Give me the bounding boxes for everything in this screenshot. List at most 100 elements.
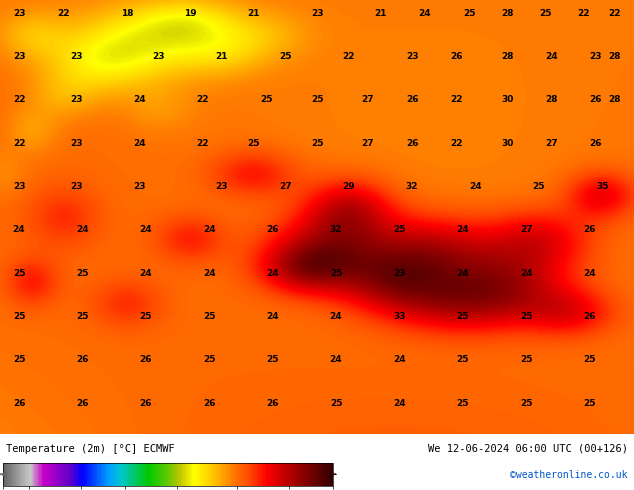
Text: 22: 22 <box>342 52 355 61</box>
Text: 25: 25 <box>456 355 469 365</box>
Text: ©weatheronline.co.uk: ©weatheronline.co.uk <box>510 470 628 480</box>
Text: 22: 22 <box>577 8 590 18</box>
Text: 22: 22 <box>609 8 621 18</box>
Text: 22: 22 <box>13 95 25 104</box>
Text: 26: 26 <box>139 355 152 365</box>
Text: 26: 26 <box>76 399 89 408</box>
Text: 25: 25 <box>13 269 25 278</box>
Text: 25: 25 <box>463 8 476 18</box>
Text: 28: 28 <box>609 52 621 61</box>
Text: 23: 23 <box>406 52 418 61</box>
Text: 24: 24 <box>133 139 146 147</box>
Text: 25: 25 <box>520 399 533 408</box>
Text: 25: 25 <box>583 355 596 365</box>
Text: 26: 26 <box>583 312 596 321</box>
Text: 22: 22 <box>450 139 463 147</box>
Text: 23: 23 <box>13 182 25 191</box>
Text: 26: 26 <box>266 225 279 234</box>
Text: 25: 25 <box>330 399 342 408</box>
Text: 23: 23 <box>393 269 406 278</box>
Text: 24: 24 <box>456 225 469 234</box>
Text: 24: 24 <box>393 399 406 408</box>
Text: 32: 32 <box>406 182 418 191</box>
Text: 25: 25 <box>311 139 323 147</box>
Text: 24: 24 <box>139 269 152 278</box>
Text: Temperature (2m) [°C] ECMWF: Temperature (2m) [°C] ECMWF <box>6 444 175 454</box>
Text: 21: 21 <box>374 8 387 18</box>
Text: 33: 33 <box>393 312 406 321</box>
Text: 28: 28 <box>501 8 514 18</box>
Text: 24: 24 <box>393 355 406 365</box>
Text: 26: 26 <box>583 225 596 234</box>
Text: 26: 26 <box>450 52 463 61</box>
Text: 22: 22 <box>450 95 463 104</box>
Text: 25: 25 <box>13 312 25 321</box>
Text: 24: 24 <box>133 95 146 104</box>
Text: 25: 25 <box>583 399 596 408</box>
Text: 23: 23 <box>70 139 82 147</box>
Text: 25: 25 <box>311 95 323 104</box>
Text: 26: 26 <box>13 399 25 408</box>
Text: 24: 24 <box>520 269 533 278</box>
Text: 25: 25 <box>13 355 25 365</box>
Text: 25: 25 <box>139 312 152 321</box>
Text: 26: 26 <box>76 355 89 365</box>
Text: 18: 18 <box>120 8 133 18</box>
Text: 25: 25 <box>203 355 216 365</box>
Text: 23: 23 <box>70 95 82 104</box>
Text: 23: 23 <box>70 182 82 191</box>
Text: 25: 25 <box>393 225 406 234</box>
Text: 26: 26 <box>590 95 602 104</box>
Text: 23: 23 <box>311 8 323 18</box>
Text: 28: 28 <box>609 95 621 104</box>
Text: 23: 23 <box>216 182 228 191</box>
Text: 25: 25 <box>520 355 533 365</box>
Text: 25: 25 <box>456 399 469 408</box>
Text: 24: 24 <box>13 225 25 234</box>
Text: 23: 23 <box>133 182 146 191</box>
Text: 22: 22 <box>197 139 209 147</box>
Text: 26: 26 <box>406 139 418 147</box>
Text: 24: 24 <box>456 269 469 278</box>
Text: 25: 25 <box>76 312 89 321</box>
Text: 24: 24 <box>203 269 216 278</box>
Text: 27: 27 <box>279 182 292 191</box>
Text: 26: 26 <box>406 95 418 104</box>
Text: 24: 24 <box>330 312 342 321</box>
Text: 23: 23 <box>13 52 25 61</box>
Text: 25: 25 <box>330 269 342 278</box>
Text: 21: 21 <box>247 8 260 18</box>
Text: 22: 22 <box>197 95 209 104</box>
Text: 24: 24 <box>583 269 596 278</box>
Text: 27: 27 <box>361 139 374 147</box>
Text: 25: 25 <box>533 182 545 191</box>
Text: 22: 22 <box>13 139 25 147</box>
Text: 25: 25 <box>247 139 260 147</box>
Text: 29: 29 <box>342 182 355 191</box>
Text: 26: 26 <box>139 399 152 408</box>
Text: 25: 25 <box>266 355 279 365</box>
Text: 28: 28 <box>545 95 558 104</box>
Text: 24: 24 <box>203 225 216 234</box>
Text: 23: 23 <box>70 52 82 61</box>
Text: 25: 25 <box>203 312 216 321</box>
Text: 25: 25 <box>260 95 273 104</box>
Text: 26: 26 <box>203 399 216 408</box>
Text: 26: 26 <box>266 399 279 408</box>
Text: 27: 27 <box>520 225 533 234</box>
Text: 24: 24 <box>469 182 482 191</box>
Text: 23: 23 <box>590 52 602 61</box>
Text: 30: 30 <box>501 139 514 147</box>
Text: 24: 24 <box>330 355 342 365</box>
Text: 27: 27 <box>361 95 374 104</box>
Text: 32: 32 <box>330 225 342 234</box>
Text: 24: 24 <box>418 8 431 18</box>
Text: 24: 24 <box>266 312 279 321</box>
Text: 25: 25 <box>76 269 89 278</box>
Text: 22: 22 <box>57 8 70 18</box>
Text: 26: 26 <box>590 139 602 147</box>
Text: 25: 25 <box>539 8 552 18</box>
Text: 24: 24 <box>266 269 279 278</box>
Text: 28: 28 <box>501 52 514 61</box>
Text: 23: 23 <box>152 52 165 61</box>
